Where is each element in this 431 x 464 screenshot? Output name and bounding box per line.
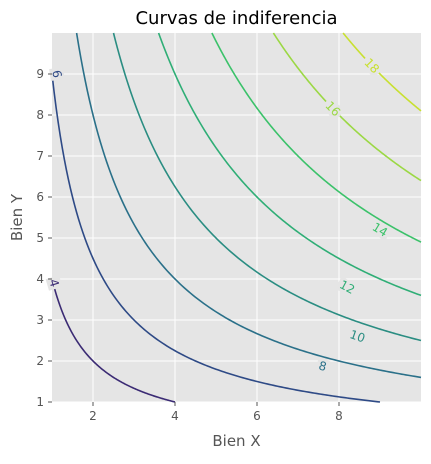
y-tick-label: 8 — [36, 108, 44, 122]
contour-label-bg — [320, 96, 345, 121]
x-tick-label: 4 — [171, 409, 179, 423]
y-axis-ticks: 1 2 3 4 5 6 7 8 9 — [36, 67, 52, 409]
x-tick-label: 6 — [253, 409, 261, 423]
y-tick-label: 2 — [36, 354, 44, 368]
contour-label-12: 12 — [337, 277, 357, 297]
x-axis-ticks: 2 4 6 8 — [89, 402, 343, 423]
contour-line-4 — [51, 278, 176, 403]
contour-label-14: 14 — [370, 220, 390, 240]
y-axis-label: Bien Y — [8, 193, 26, 241]
contour-label-6: 6 — [49, 69, 64, 79]
contour-line-18 — [342, 32, 422, 112]
y-tick-label: 7 — [36, 149, 44, 163]
contour-line-12 — [157, 32, 422, 297]
contour-curves — [51, 32, 422, 403]
y-tick-label: 1 — [36, 395, 44, 409]
contour-label-8: 8 — [317, 359, 328, 375]
contour-line-10 — [112, 32, 422, 342]
contour-label-bg — [49, 67, 65, 81]
x-tick-label: 8 — [335, 409, 343, 423]
grid-lines — [52, 33, 421, 403]
y-tick-label: 6 — [36, 190, 44, 204]
y-tick-label: 9 — [36, 67, 44, 81]
contour-line-14 — [211, 32, 422, 243]
contour-label-bg — [367, 218, 393, 241]
contour-line-16 — [272, 32, 422, 182]
contour-label-bg — [335, 276, 360, 299]
y-tick-label: 5 — [36, 231, 44, 245]
chart-title: Curvas de indiferencia — [135, 8, 337, 29]
x-tick-label: 2 — [89, 409, 97, 423]
y-tick-label: 3 — [36, 313, 44, 327]
x-axis-label: Bien X — [212, 432, 260, 450]
plot-background — [52, 33, 421, 402]
contour-label-bg — [359, 53, 384, 78]
contour-label-10: 10 — [348, 327, 367, 345]
contour-label-bg — [314, 357, 331, 375]
contour-line-8 — [75, 32, 422, 379]
contour-label-4: 4 — [46, 277, 62, 288]
y-tick-label: 4 — [36, 272, 44, 286]
contour-line-6 — [51, 73, 381, 403]
contour-label-bg — [345, 326, 370, 347]
